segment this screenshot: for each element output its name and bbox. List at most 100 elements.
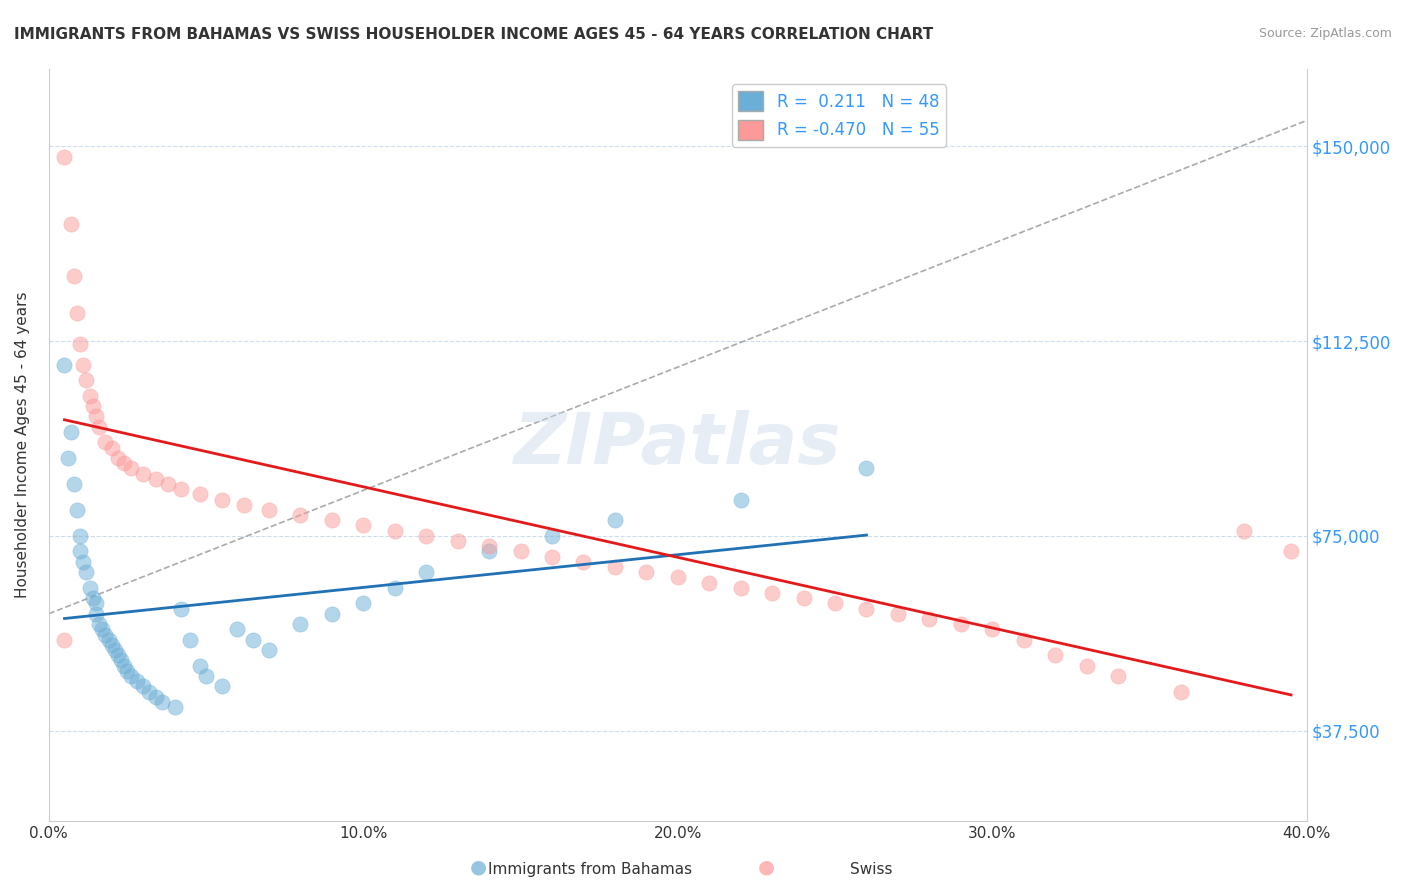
Point: [170, 482, 193, 496]
Point: [188, 658, 211, 673]
Point: [321, 513, 343, 527]
Point: [163, 700, 186, 714]
Point: [170, 601, 193, 615]
Point: [730, 581, 752, 595]
Point: [69, 336, 91, 351]
Y-axis label: Householder Income Ages 45 - 64 years: Householder Income Ages 45 - 64 years: [15, 292, 30, 599]
Point: [110, 653, 132, 667]
Point: [415, 529, 437, 543]
Point: [120, 461, 142, 475]
Point: [824, 596, 846, 610]
Point: [636, 565, 658, 579]
Point: [82, 399, 104, 413]
Point: [107, 648, 129, 663]
Point: [1107, 669, 1129, 683]
Point: [120, 669, 142, 683]
Point: [761, 586, 783, 600]
Point: [211, 680, 233, 694]
Point: [63, 477, 86, 491]
Point: [100, 638, 122, 652]
Point: [100, 441, 122, 455]
Point: [107, 450, 129, 465]
Text: Swiss: Swiss: [851, 863, 893, 877]
Point: [82, 591, 104, 606]
Point: [104, 643, 127, 657]
Point: [1043, 648, 1066, 663]
Point: [290, 508, 312, 522]
Text: Source: ZipAtlas.com: Source: ZipAtlas.com: [1258, 27, 1392, 40]
Point: [242, 632, 264, 647]
Point: [125, 674, 148, 689]
Point: [87, 419, 110, 434]
Point: [179, 632, 201, 647]
Point: [384, 524, 406, 538]
Point: [949, 617, 972, 632]
Point: [478, 539, 501, 553]
Text: ZIPatlas: ZIPatlas: [515, 410, 841, 480]
Point: [257, 643, 280, 657]
Point: [53, 150, 76, 164]
Text: Immigrants from Bahamas: Immigrants from Bahamas: [488, 863, 693, 877]
Text: IMMIGRANTS FROM BAHAMAS VS SWISS HOUSEHOLDER INCOME AGES 45 - 64 YEARS CORRELATI: IMMIGRANTS FROM BAHAMAS VS SWISS HOUSEHO…: [14, 27, 934, 42]
Point: [415, 565, 437, 579]
Point: [69, 529, 91, 543]
Point: [918, 612, 941, 626]
Point: [94, 435, 117, 450]
Point: [730, 492, 752, 507]
Point: [157, 477, 180, 491]
Point: [572, 555, 595, 569]
Point: [478, 544, 501, 558]
Point: [72, 555, 94, 569]
Point: [1170, 684, 1192, 698]
Point: [793, 591, 815, 606]
Point: [76, 373, 98, 387]
Point: [855, 461, 877, 475]
Point: [84, 409, 107, 424]
Point: [91, 623, 114, 637]
Point: [69, 544, 91, 558]
Point: [887, 607, 910, 621]
Point: [352, 596, 374, 610]
Point: [981, 623, 1004, 637]
Point: [666, 570, 689, 584]
Point: [79, 581, 101, 595]
Point: [603, 560, 626, 574]
Point: [446, 534, 468, 549]
Point: [541, 529, 564, 543]
Point: [66, 503, 89, 517]
Point: [145, 472, 167, 486]
Point: [117, 664, 139, 678]
Point: [59, 425, 82, 439]
Point: [211, 492, 233, 507]
Point: [63, 269, 86, 284]
Legend: R =  0.211   N = 48, R = -0.470   N = 55: R = 0.211 N = 48, R = -0.470 N = 55: [731, 85, 946, 146]
Text: ●: ●: [470, 857, 486, 876]
Point: [66, 305, 89, 319]
Point: [72, 358, 94, 372]
Point: [112, 658, 135, 673]
Point: [541, 549, 564, 564]
Point: [84, 596, 107, 610]
Point: [79, 389, 101, 403]
Point: [232, 498, 254, 512]
Point: [132, 467, 155, 481]
Point: [1012, 632, 1035, 647]
Point: [76, 565, 98, 579]
Point: [195, 669, 218, 683]
Point: [1233, 524, 1256, 538]
Point: [132, 680, 155, 694]
Point: [321, 607, 343, 621]
Point: [97, 632, 120, 647]
Point: [384, 581, 406, 595]
Point: [603, 513, 626, 527]
Point: [94, 627, 117, 641]
Point: [145, 690, 167, 704]
Point: [226, 623, 249, 637]
Point: [87, 617, 110, 632]
Point: [697, 575, 720, 590]
Point: [84, 607, 107, 621]
Point: [188, 487, 211, 501]
Point: [855, 601, 877, 615]
Point: [112, 456, 135, 470]
Point: [53, 358, 76, 372]
